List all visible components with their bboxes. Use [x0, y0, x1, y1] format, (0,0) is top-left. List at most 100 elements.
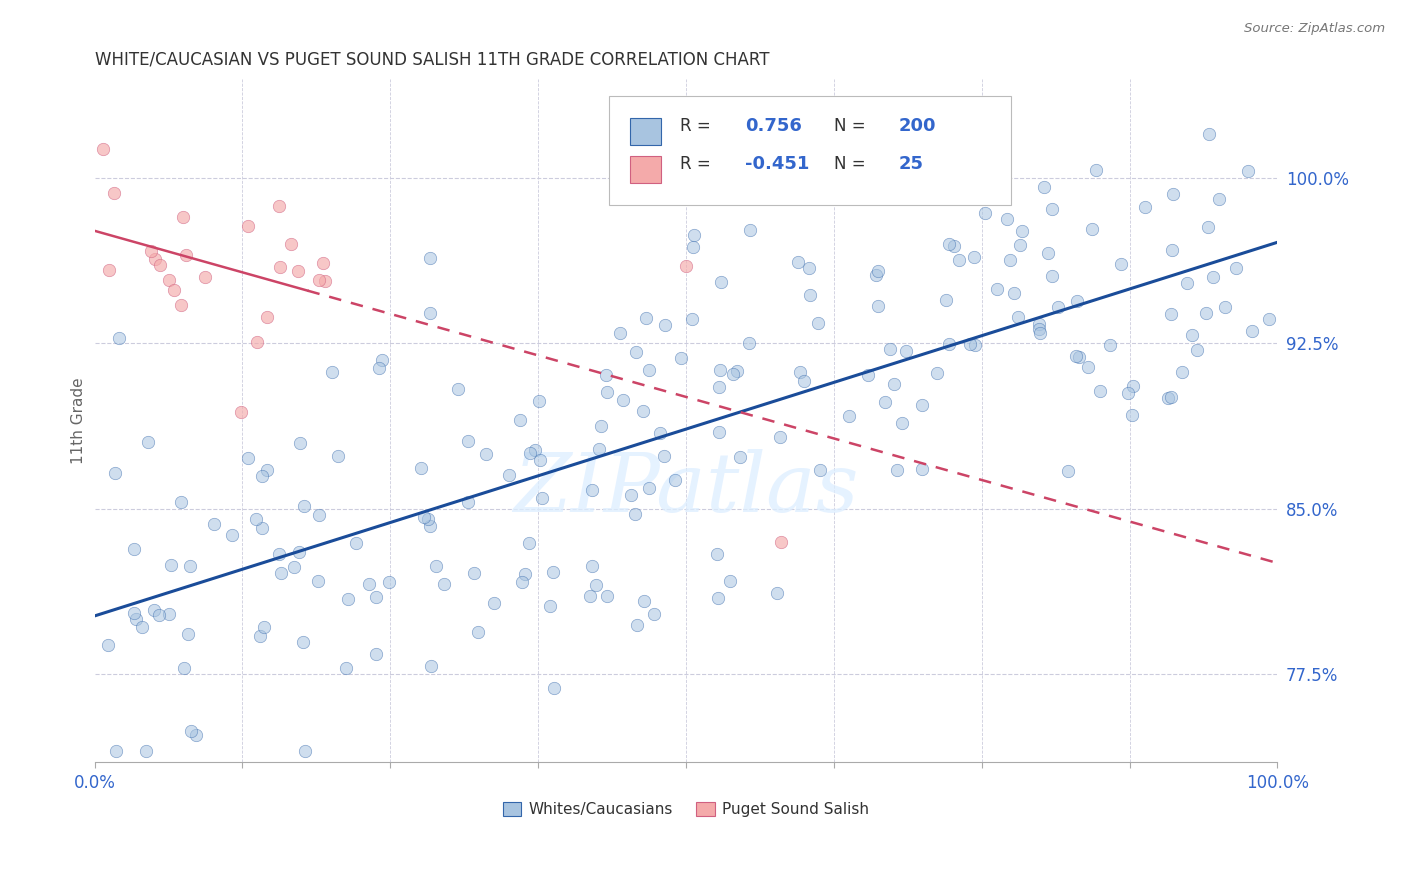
Point	[612, 392, 634, 407]
Text: WHITE/CAUCASIAN VS PUGET SOUND SALISH 11TH GRADE CORRELATION CHART: WHITE/CAUCASIAN VS PUGET SOUND SALISH 11…	[94, 51, 769, 69]
Point	[648, 426, 671, 441]
Point	[419, 306, 441, 320]
Point	[367, 361, 389, 376]
Point	[856, 368, 879, 383]
Point	[157, 273, 180, 287]
Point	[633, 594, 655, 608]
Point	[252, 521, 274, 535]
Point	[433, 576, 456, 591]
Point	[288, 545, 311, 559]
Point	[721, 367, 744, 381]
Point	[595, 589, 617, 603]
Point	[808, 463, 831, 477]
Point	[633, 404, 655, 418]
Point	[682, 239, 704, 253]
Point	[1002, 285, 1025, 300]
Point	[160, 558, 183, 572]
Point	[706, 547, 728, 561]
Point	[173, 661, 195, 675]
Legend: Whites/Caucasians, Puget Sound Salish: Whites/Caucasians, Puget Sound Salish	[496, 796, 876, 823]
Point	[413, 510, 436, 524]
Point	[768, 430, 790, 444]
Point	[378, 574, 401, 589]
Point	[1064, 349, 1087, 363]
Point	[799, 287, 821, 301]
Point	[280, 237, 302, 252]
Point	[249, 629, 271, 643]
Point	[730, 450, 752, 464]
Point	[998, 253, 1021, 268]
Point	[1161, 186, 1184, 201]
Point	[1047, 300, 1070, 314]
Point	[467, 625, 489, 640]
Point	[1208, 192, 1230, 206]
Point	[965, 337, 987, 351]
Point	[256, 463, 278, 477]
Point	[786, 254, 808, 268]
Point	[269, 199, 291, 213]
Point	[287, 264, 309, 278]
Point	[1069, 350, 1091, 364]
Point	[585, 578, 607, 592]
Point	[1118, 386, 1140, 401]
Point	[97, 263, 120, 277]
Text: 200: 200	[898, 118, 936, 136]
Point	[308, 508, 330, 523]
Point	[543, 681, 565, 696]
Point	[868, 299, 890, 313]
Point	[457, 495, 479, 509]
Point	[1185, 343, 1208, 357]
Point	[139, 244, 162, 258]
FancyBboxPatch shape	[630, 156, 661, 183]
Point	[519, 446, 541, 460]
Point	[942, 239, 965, 253]
Point	[581, 558, 603, 573]
Point	[624, 344, 647, 359]
Y-axis label: 11th Grade: 11th Grade	[72, 377, 86, 464]
Point	[652, 449, 675, 463]
Point	[664, 473, 686, 487]
Point	[312, 256, 335, 270]
Point	[529, 453, 551, 467]
FancyBboxPatch shape	[609, 95, 1011, 205]
Point	[683, 227, 706, 242]
Point	[1160, 243, 1182, 257]
Point	[995, 211, 1018, 226]
Point	[307, 574, 329, 589]
Text: N =: N =	[834, 155, 870, 173]
Point	[1028, 326, 1050, 340]
Point	[238, 219, 260, 233]
Point	[527, 393, 550, 408]
Point	[180, 724, 202, 739]
Point	[409, 460, 432, 475]
Text: -0.451: -0.451	[745, 155, 810, 173]
Point	[709, 363, 731, 377]
Point	[143, 603, 166, 617]
Point	[740, 223, 762, 237]
Point	[204, 516, 226, 531]
Point	[172, 210, 194, 224]
Point	[1042, 202, 1064, 217]
Point	[710, 275, 733, 289]
Point	[766, 586, 789, 600]
Point	[886, 463, 908, 477]
Point	[911, 398, 934, 412]
Point	[457, 434, 479, 448]
Point	[620, 488, 643, 502]
Point	[475, 447, 498, 461]
Point	[1215, 301, 1237, 315]
Point	[97, 638, 120, 652]
Point	[709, 380, 731, 394]
Point	[938, 237, 960, 252]
Point	[336, 591, 359, 606]
Point	[865, 268, 887, 282]
Point	[1008, 238, 1031, 252]
Point	[169, 298, 191, 312]
Point	[335, 661, 357, 675]
Point	[1195, 306, 1218, 320]
Point	[879, 342, 901, 356]
Text: 25: 25	[898, 155, 924, 173]
Point	[294, 744, 316, 758]
Point	[131, 620, 153, 634]
Point	[124, 542, 146, 557]
